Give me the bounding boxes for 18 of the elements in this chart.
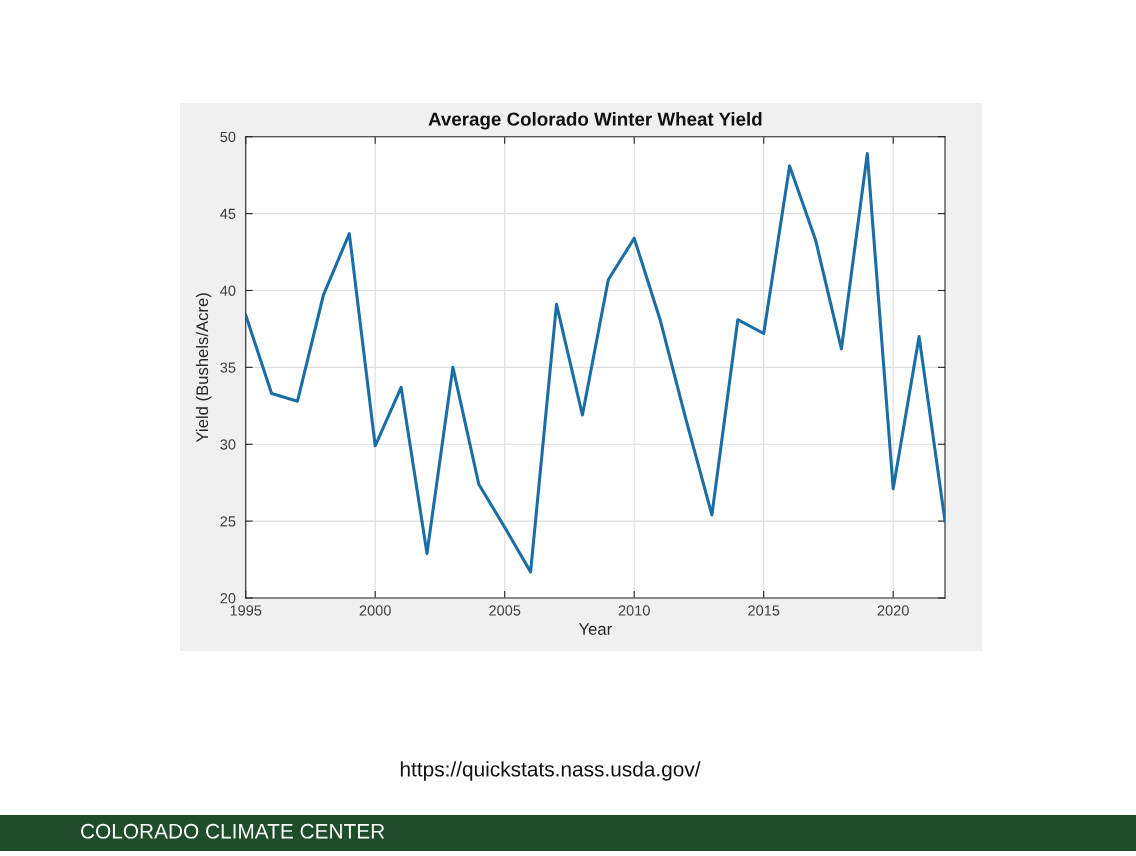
x-tick-label: 2020 (877, 605, 909, 616)
y-tick-label: 40 (220, 285, 236, 296)
x-tick-label: 2015 (748, 605, 780, 616)
y-axis-title: Yield (Bushels/Acre) (195, 293, 212, 443)
x-tick-label: 2005 (489, 605, 521, 616)
y-tick-label: 20 (220, 593, 236, 604)
y-tick-label: 45 (220, 208, 236, 220)
x-tick-label: 2010 (618, 605, 650, 616)
y-tick-label: 30 (220, 439, 236, 450)
text: https://quickstats.nass.usda.gov/ (400, 761, 701, 781)
x-axis-title: Year (578, 623, 612, 635)
y-tick-label: 50 (220, 131, 236, 143)
y-tick-label: 25 (220, 516, 236, 527)
x-tick-label: 1995 (230, 605, 262, 616)
text: COLORADO CLIMATE CENTER (81, 823, 385, 839)
y-tick-label: 35 (220, 362, 236, 373)
x-tick-label: 2000 (359, 605, 391, 616)
chart-title: Average Colorado Winter Wheat Yield (428, 112, 762, 130)
